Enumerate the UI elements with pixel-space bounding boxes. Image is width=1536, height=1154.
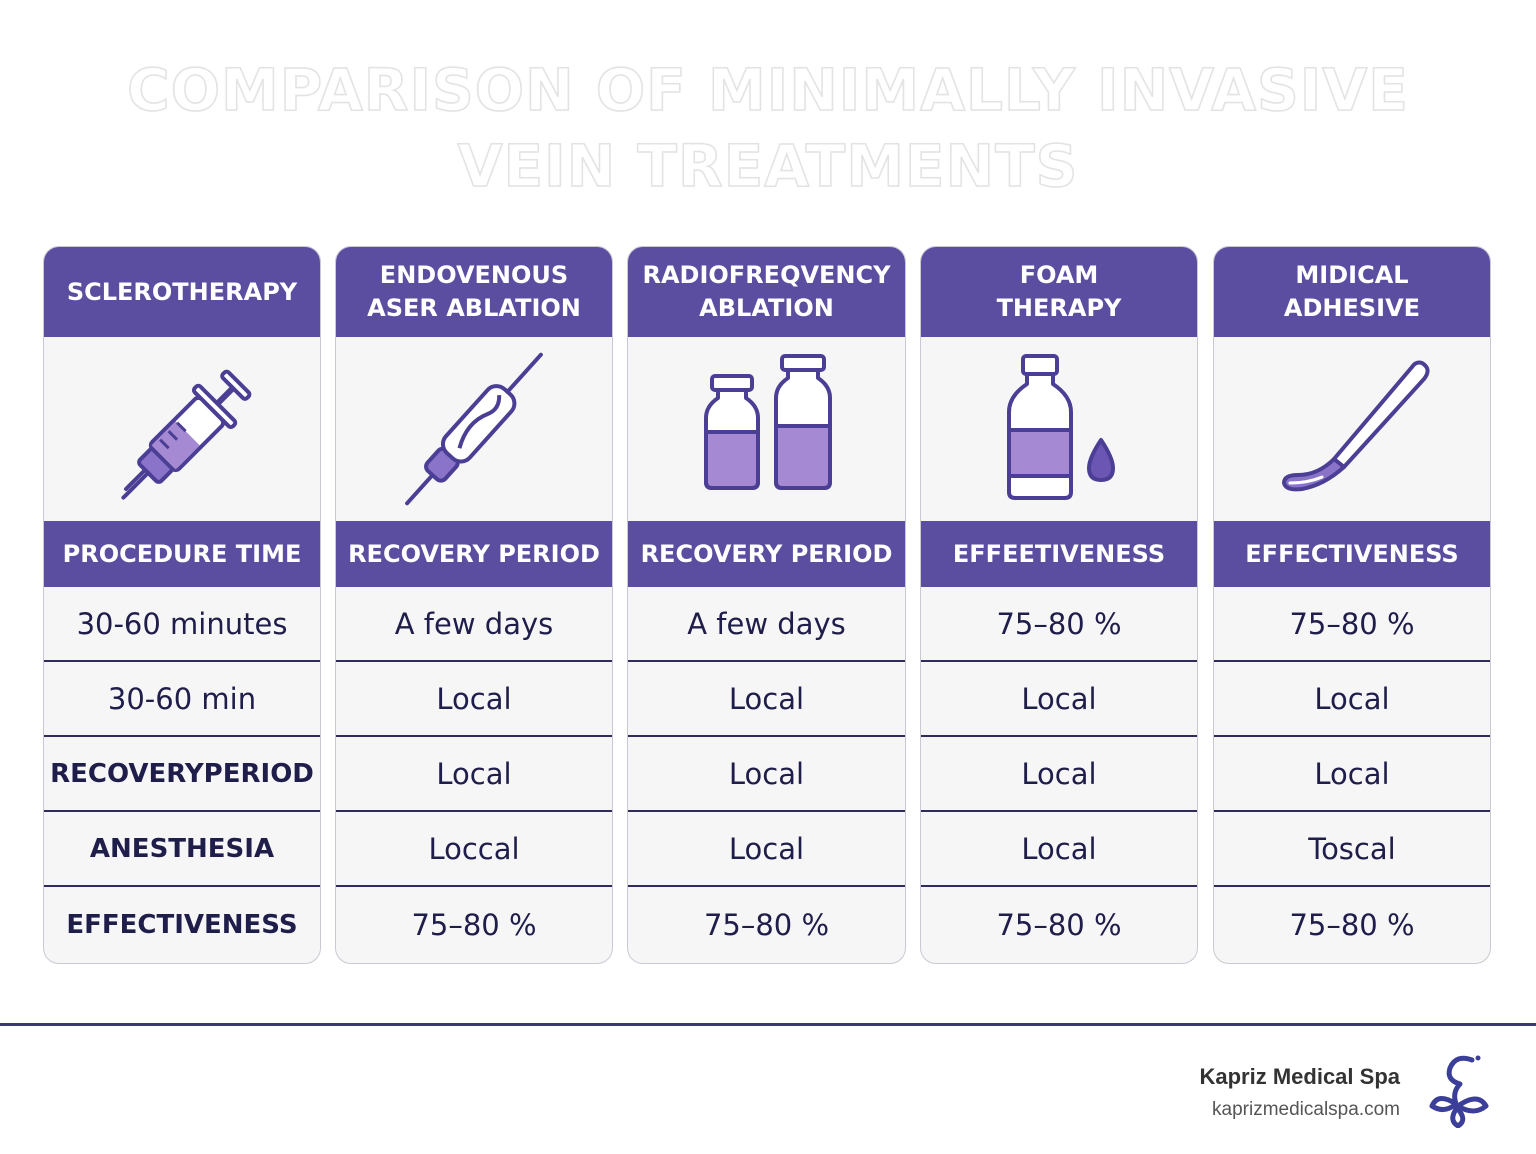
treatment-card-endovenous-laser-ablation: ENDOVENOUS ASER ABLATION RECOVERY PERIOD… [335, 246, 613, 964]
card-icon-area [1214, 337, 1490, 521]
table-row: Local [336, 737, 612, 812]
table-row: 75–80 % [921, 587, 1197, 662]
card-title: ASER ABLATION [367, 294, 581, 322]
table-row: 75–80 % [703, 907, 830, 942]
table-row: Local [921, 737, 1197, 812]
card-icon-area [628, 337, 905, 521]
table-row: 30-60 min [44, 662, 320, 737]
table-row: Local [921, 662, 1197, 737]
applicator-icon [1282, 360, 1430, 492]
kapriz-flower-logo-icon [1429, 1055, 1489, 1128]
card-icon-area [921, 337, 1197, 521]
brand-name: Kapriz Medical Spa [1199, 1064, 1400, 1089]
table-row: A few days [628, 587, 905, 662]
page-title: COMPARISON OF MINIMALLY INVASIVE VEIN TR… [0, 52, 1536, 204]
table-row: Local [921, 812, 1197, 887]
card-rows: A few days Local Local Local 75–80 % [628, 587, 905, 962]
card-title: THERAPY [996, 294, 1122, 322]
card-rows: 75–80 % Local Local Local 75–80 % [921, 587, 1197, 962]
table-row: RECOVERYPERIOD [44, 737, 320, 812]
card-title: MIDICAL [1295, 261, 1409, 289]
treatment-card-medical-adhesive: MIDICAL ADHESIVE EFFECTIVENESS 75–80 % L… [1213, 246, 1491, 964]
table-row: Toscal [1214, 812, 1490, 887]
syringe-icon [121, 369, 252, 500]
metric-header: RECOVERY PERIOD [628, 521, 905, 587]
card-title: ENDOVENOUS [379, 261, 569, 289]
table-row: 75–80 % [1214, 587, 1490, 662]
card-icon-area [44, 337, 320, 521]
footer-divider [0, 1023, 1536, 1026]
bottle-drop-icon [1007, 354, 1115, 500]
card-header: FOAM THERAPY [921, 247, 1197, 337]
title-line-1: COMPARISON OF MINIMALLY INVASIVE [126, 55, 1409, 125]
table-row: 75–80 % [1289, 907, 1415, 942]
table-row: Local [336, 662, 612, 737]
brand-block: Kapriz Medical Spa kaprizmedicalspa.com [1199, 1063, 1400, 1121]
card-header: RADIOFREQVENCY ABLATION [628, 247, 905, 337]
card-title: ABLATION [699, 294, 834, 322]
card-rows: 30-60 minutes 30-60 min RECOVERYPERIOD A… [44, 587, 320, 962]
metric-header: PROCEDURE TIME [44, 521, 320, 587]
card-header: SCLEROTHERAPY [44, 247, 320, 337]
table-row: Local [628, 812, 905, 887]
table-row: Local [1214, 737, 1490, 812]
table-row: 75–80 % [411, 907, 537, 942]
table-row: Local [628, 662, 905, 737]
metric-header: EFFEETIVENESS [921, 521, 1197, 587]
card-rows: A few days Local Local Loccal 75–80 % [336, 587, 612, 962]
table-row: Local [628, 737, 905, 812]
table-row: Loccal [336, 812, 612, 887]
treatment-card-foam-therapy: FOAM THERAPY EFFEETIVENESS 75–80 % Local… [920, 246, 1198, 964]
table-row: Local [1214, 662, 1490, 737]
card-title: RADIOFREQVENCY [642, 261, 891, 289]
title-line-2: VEIN TREATMENTS [457, 131, 1079, 201]
table-row: 75–80 % [996, 907, 1122, 942]
table-row: ANESTHESIA [44, 812, 320, 887]
card-header: ENDOVENOUS ASER ABLATION [336, 247, 612, 337]
table-row: 30-60 minutes [44, 587, 320, 662]
table-row: A few days [336, 587, 612, 662]
metric-header: EFFECTIVENESS [1214, 521, 1490, 587]
card-rows: 75–80 % Local Local Toscal 75–80 % [1214, 587, 1490, 962]
card-title: ADHESIVE [1283, 294, 1421, 322]
vials-icon [703, 354, 832, 490]
table-row: EFFECTIVENESS [66, 909, 298, 940]
metric-header: RECOVERY PERIOD [336, 521, 612, 587]
card-title: SCLEROTHERAPY [66, 277, 298, 306]
card-icon-area [336, 337, 612, 521]
brand-url: kaprizmedicalspa.com [1212, 1099, 1400, 1120]
card-header: MIDICAL ADHESIVE [1214, 247, 1490, 337]
card-title: FOAM [1019, 261, 1099, 289]
treatment-card-radiofrequency-ablation: RADIOFREQVENCY ABLATION RECOVERY PERIOD … [627, 246, 906, 964]
treatment-card-sclerotherapy: SCLEROTHERAPY PROCEDURE TIME 30-60 m [43, 246, 321, 964]
laser-fiber-icon [405, 352, 543, 506]
